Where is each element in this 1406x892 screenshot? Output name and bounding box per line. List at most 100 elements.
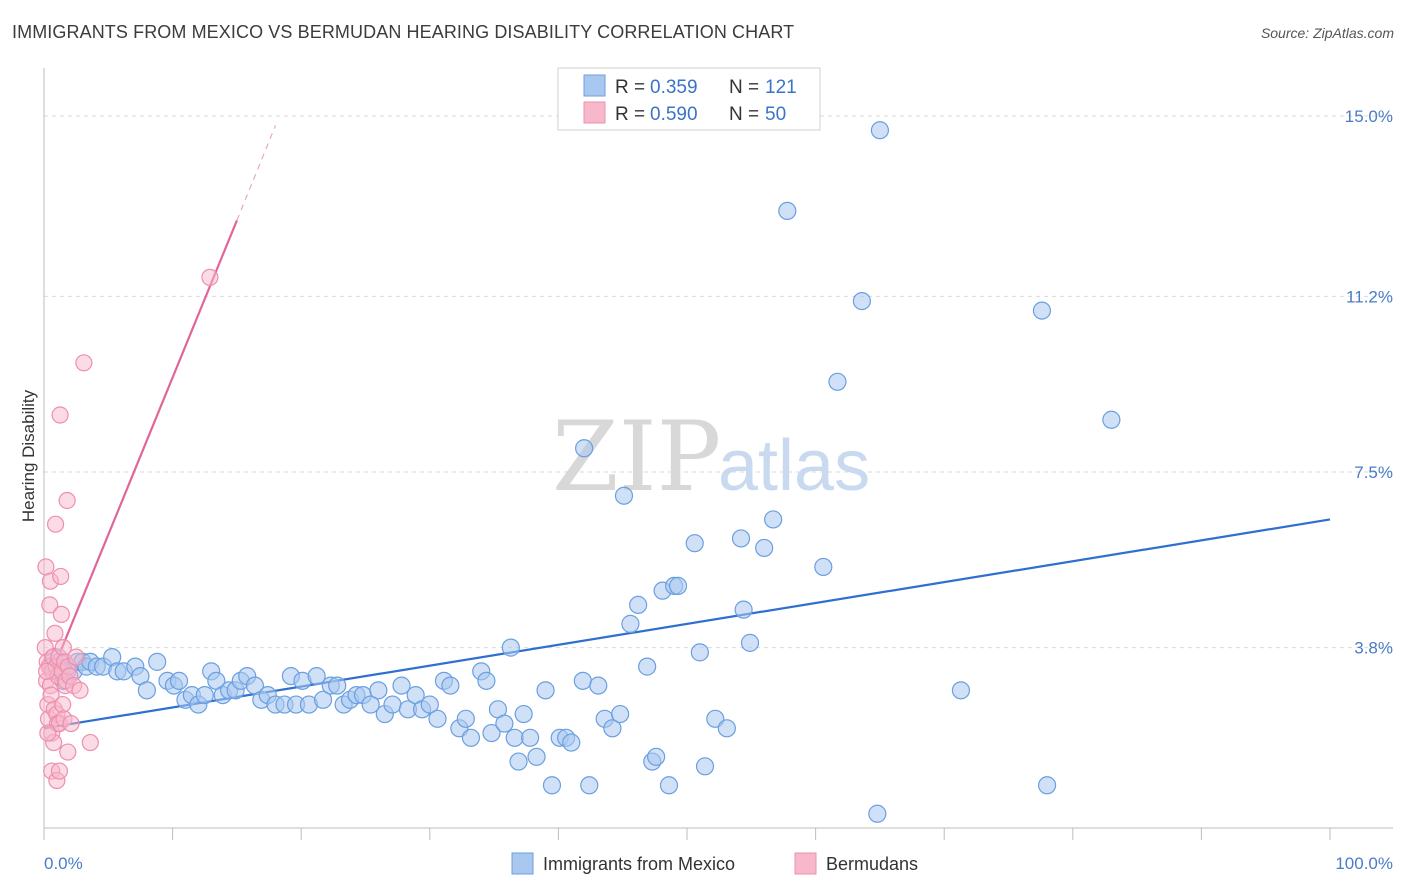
legend-label-bermudans: Bermudans <box>826 854 918 874</box>
legend-swatch-bermudans <box>794 852 817 875</box>
point-immigrants-from-mexico <box>659 776 679 795</box>
point-immigrants-from-mexico <box>621 614 640 633</box>
y-tick-label: 7.5% <box>1354 463 1393 482</box>
point-immigrants-from-mexico <box>580 776 599 795</box>
point-bermudans <box>81 733 99 752</box>
point-bermudans <box>52 605 70 623</box>
point-immigrants-from-mexico <box>477 671 496 690</box>
point-immigrants-from-mexico <box>629 595 648 614</box>
point-bermudans <box>54 695 72 714</box>
point-immigrants-from-mexico <box>690 643 709 662</box>
trendline-bermudans <box>53 219 238 668</box>
point-immigrants-from-mexico <box>614 486 634 505</box>
y-tick-labels: 3.8% 7.5% 11.2% 15.0% <box>1345 107 1393 658</box>
point-bermudans <box>59 743 77 761</box>
point-immigrants-from-mexico <box>740 633 760 652</box>
point-immigrants-from-mexico <box>361 695 380 714</box>
point-immigrants-from-mexico <box>734 600 753 619</box>
point-bermudans <box>51 406 69 424</box>
stats-n-label-1: N = <box>729 77 759 98</box>
stats-r-label-1: R = <box>615 77 645 98</box>
point-immigrants-from-mexico <box>575 439 594 458</box>
point-immigrants-from-mexico <box>428 709 447 728</box>
stats-legend-box: R = 0.359 N = 121 R = 0.590 N = 50 <box>557 67 821 131</box>
point-immigrants-from-mexico <box>1037 776 1057 795</box>
point-immigrants-from-mexico <box>482 723 501 743</box>
point-immigrants-from-mexico <box>755 538 774 558</box>
point-bermudans <box>46 624 64 642</box>
point-immigrants-from-mexico <box>137 681 156 700</box>
point-immigrants-from-mexico <box>509 752 528 771</box>
y-tick-label: 3.8% <box>1354 639 1393 658</box>
point-immigrants-from-mexico <box>611 704 630 724</box>
point-bermudans <box>46 515 65 533</box>
point-bermudans <box>39 724 57 742</box>
point-immigrants-from-mexico <box>603 719 622 738</box>
legend-label-mexico: Immigrants from Mexico <box>543 854 735 874</box>
point-immigrants-from-mexico <box>369 681 388 700</box>
point-immigrants-from-mexico <box>536 681 555 700</box>
point-immigrants-from-mexico <box>461 728 481 747</box>
point-immigrants-from-mexico <box>814 557 833 577</box>
point-immigrants-from-mexico <box>514 704 533 724</box>
point-immigrants-from-mexico <box>868 804 887 823</box>
point-bermudans <box>201 268 219 286</box>
point-immigrants-from-mexico <box>562 733 581 752</box>
point-immigrants-from-mexico <box>501 638 520 657</box>
y-tick-label: 15.0% <box>1345 107 1393 126</box>
point-immigrants-from-mexico <box>441 676 460 695</box>
point-immigrants-from-mexico <box>852 292 871 311</box>
x-tick-label-max: 100.0% <box>1335 854 1393 873</box>
bottom-legend: Immigrants from Mexico Bermudans <box>511 852 918 875</box>
trendline-bermudans-extension <box>236 125 277 221</box>
point-bermudans <box>67 648 85 666</box>
point-immigrants-from-mexico <box>731 529 751 548</box>
point-immigrants-from-mexico <box>870 121 890 140</box>
point-immigrants-from-mexico <box>420 695 439 714</box>
point-bermudans <box>37 662 56 680</box>
point-immigrants-from-mexico <box>668 576 688 596</box>
stats-r-value-2: 0.590 <box>650 104 698 125</box>
point-immigrants-from-mexico <box>148 652 167 671</box>
x-tick-label-min: 0.0% <box>44 854 83 873</box>
stats-r-value-1: 0.359 <box>650 77 698 98</box>
point-immigrants-from-mexico <box>521 728 540 747</box>
watermark-zip: ZIP <box>552 401 721 513</box>
point-immigrants-from-mexico <box>169 671 189 690</box>
stats-swatch-blue <box>583 74 606 97</box>
point-immigrants-from-mexico <box>1102 410 1121 429</box>
y-tick-label: 11.2% <box>1346 287 1393 306</box>
stats-n-value-2: 50 <box>765 104 786 125</box>
point-immigrants-from-mexico <box>328 676 347 695</box>
point-immigrants-from-mexico <box>495 714 514 733</box>
point-bermudans <box>58 491 76 510</box>
series-immigrants-from-mexico-points <box>42 121 1121 823</box>
point-bermudans <box>75 354 93 372</box>
point-immigrants-from-mexico <box>392 676 411 695</box>
point-immigrants-from-mexico <box>764 510 783 529</box>
source-label: Source: ZipAtlas.com <box>1260 25 1394 41</box>
point-immigrants-from-mexico <box>195 685 214 705</box>
point-bermudans <box>37 558 55 576</box>
legend-swatch-mexico <box>511 852 534 875</box>
point-immigrants-from-mexico <box>542 776 562 795</box>
series-bermudans-points <box>36 268 219 790</box>
point-bermudans <box>41 596 59 614</box>
point-immigrants-from-mexico <box>456 709 475 728</box>
point-immigrants-from-mexico <box>505 728 524 747</box>
point-bermudans <box>71 681 89 699</box>
point-immigrants-from-mexico <box>951 681 971 700</box>
point-immigrants-from-mexico <box>828 372 847 391</box>
point-immigrants-from-mexico <box>589 676 608 695</box>
point-bermudans <box>62 714 80 733</box>
stats-swatch-pink <box>583 101 606 124</box>
point-immigrants-from-mexico <box>307 667 326 686</box>
point-immigrants-from-mexico <box>313 690 333 709</box>
stats-n-label-2: N = <box>729 104 759 125</box>
watermark-atlas: atlas <box>718 426 870 506</box>
point-immigrants-from-mexico <box>685 534 704 553</box>
watermark: ZIP atlas <box>552 401 870 513</box>
point-bermudans <box>50 762 69 780</box>
point-immigrants-from-mexico <box>717 719 736 738</box>
